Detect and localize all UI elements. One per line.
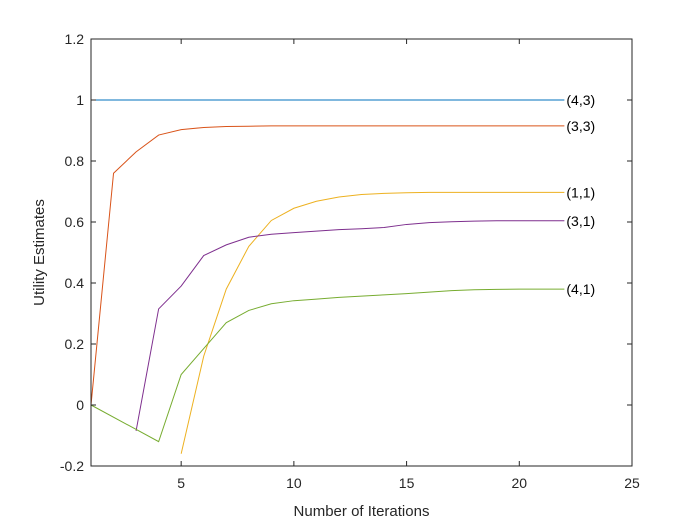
y-tick-label: 0.2	[65, 336, 85, 352]
x-axis-title: Number of Iterations	[294, 503, 430, 520]
series-line-2	[180, 191, 565, 454]
y-tick-label: 0.6	[65, 214, 85, 230]
y-tick-label: -0.2	[60, 458, 84, 474]
series-label: (1,1)	[566, 184, 595, 200]
y-axis-title: Utility Estimates	[31, 199, 48, 306]
series-label: (4,3)	[566, 92, 595, 108]
series-layer	[90, 99, 565, 454]
series-line-4	[90, 288, 565, 443]
series-labels-layer: (4,3) (3,3) (1,1) (3,1) (4,1)	[566, 92, 595, 297]
y-tick-label: 0	[76, 397, 84, 413]
series-label: (4,1)	[566, 281, 595, 297]
y-tick-label: 1.2	[65, 31, 85, 47]
series-line-3	[135, 220, 565, 432]
y-tick-label: 1	[76, 92, 84, 108]
axes-layer	[90, 38, 633, 467]
x-tick-label: 25	[624, 475, 640, 491]
plot-box	[90, 38, 633, 467]
y-tick-label: 0.4	[65, 275, 85, 291]
series-line-1	[90, 125, 565, 406]
x-tick-label: 10	[286, 475, 302, 491]
y-tick-label: 0.8	[65, 153, 85, 169]
ticks-layer: 5 10 15 20 25 -0.2 0 0.2 0.4 0.6 0.8 1 1.2	[60, 31, 640, 491]
x-tick-label: 15	[399, 475, 415, 491]
x-tick-label: 20	[512, 475, 528, 491]
plot-area	[91, 39, 632, 466]
x-tick-label: 5	[177, 475, 185, 491]
series-label: (3,3)	[566, 118, 595, 134]
series-label: (3,1)	[566, 213, 595, 229]
